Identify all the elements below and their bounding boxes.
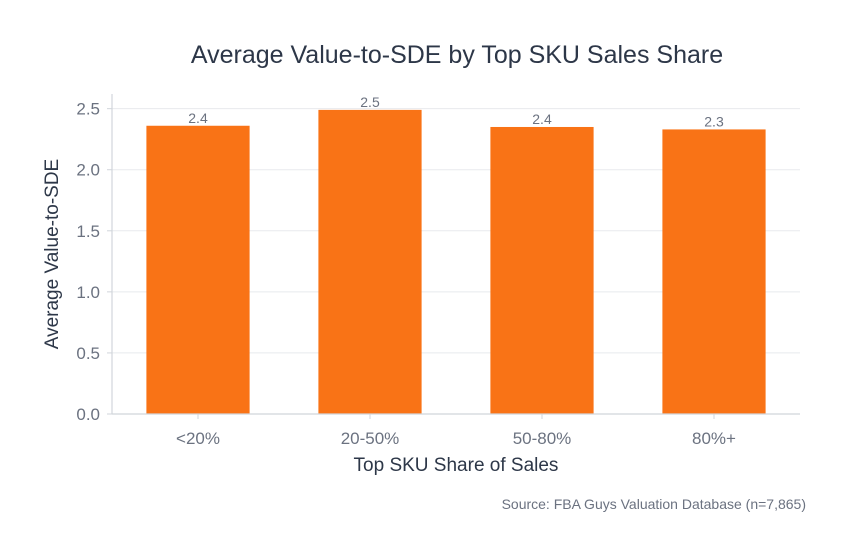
- x-axis-ticks: <20% 20-50% 50-80% 80%+: [176, 414, 736, 448]
- bar: [490, 126, 594, 414]
- source-note: Source: FBA Guys Valuation Database (n=7…: [502, 496, 806, 512]
- y-tick-label: 1.5: [76, 222, 100, 241]
- bar: [318, 109, 422, 414]
- y-tick-label: 2.5: [76, 100, 100, 119]
- bars: [146, 109, 766, 414]
- y-tick-label: 0.5: [76, 344, 100, 363]
- y-tick-label: 2.0: [76, 161, 100, 180]
- chart-title: Average Value-to-SDE by Top SKU Sales Sh…: [191, 41, 723, 69]
- bar: [146, 125, 250, 414]
- x-tick-label: 20-50%: [341, 429, 400, 448]
- x-tick-label: 50-80%: [513, 429, 572, 448]
- bar: [662, 129, 766, 414]
- y-axis-ticks: 0.0 0.5 1.0 1.5 2.0 2.5: [76, 100, 112, 424]
- bar-data-label: 2.5: [360, 94, 380, 110]
- x-axis-label: Top SKU Share of Sales: [354, 455, 559, 476]
- bar-data-label: 2.4: [532, 111, 552, 127]
- x-tick-label: 80%+: [692, 429, 736, 448]
- x-tick-label: <20%: [176, 429, 220, 448]
- bar-data-label: 2.3: [704, 113, 724, 129]
- data-labels: 2.4 2.5 2.4 2.3: [188, 94, 724, 130]
- y-tick-label: 1.0: [76, 283, 100, 302]
- y-tick-label: 0.0: [76, 405, 100, 424]
- y-axis-label: Average Value-to-SDE: [42, 159, 63, 349]
- bar-data-label: 2.4: [188, 110, 208, 126]
